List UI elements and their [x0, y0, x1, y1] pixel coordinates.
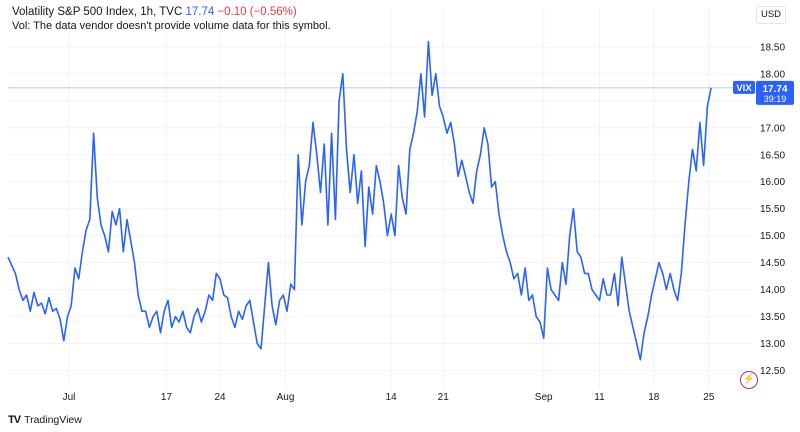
chart-title-line: Volatility S&P 500 Index, 1h, TVC 17.74 …: [12, 6, 297, 18]
x-tick-label: Sep: [535, 392, 553, 403]
y-tick-label: 12.50: [760, 366, 785, 377]
y-tick-label: 14.50: [760, 258, 785, 269]
y-tick-label: 15.00: [760, 231, 785, 242]
y-tick-label: 18.00: [760, 69, 785, 80]
symbol-name[interactable]: Volatility S&P 500 Index, 1h, TVC: [12, 6, 183, 18]
y-tick-label: 13.50: [760, 312, 785, 323]
y-tick-label: 18.50: [760, 42, 785, 53]
x-tick-label: 21: [438, 392, 450, 403]
x-tick-label: 11: [594, 392, 605, 403]
ticker-tag: [733, 80, 755, 94]
lightning-icon[interactable]: ⚡: [740, 371, 758, 389]
x-tick-label: 18: [648, 392, 660, 403]
x-tick-label: 25: [703, 392, 715, 403]
currency-button[interactable]: USD: [756, 6, 786, 24]
tradingview-logo-icon: TV: [8, 414, 21, 426]
brand-name: TradingView: [24, 414, 82, 426]
y-tick-label: 17.00: [760, 123, 785, 134]
tradingview-logo[interactable]: TV TradingView: [8, 414, 82, 426]
y-tick-label: 16.00: [760, 177, 785, 188]
y-tick-label: 13.00: [760, 339, 785, 350]
x-tick-label: 24: [214, 392, 226, 403]
y-tick-label: 15.50: [760, 204, 785, 215]
x-tick-label: 17: [161, 392, 173, 403]
x-tick-label: 14: [386, 392, 398, 403]
y-tick-label: 14.00: [760, 285, 785, 296]
x-axis: Jul 17 24 Aug 14 21 Sep 11 18 25: [63, 392, 715, 403]
y-tick-label: 16.50: [760, 150, 785, 161]
ticker-label: VIX: [736, 83, 752, 94]
price-tag-countdown: 39:19: [764, 94, 787, 104]
x-tick-label: Aug: [277, 392, 295, 403]
price-tag: [756, 80, 794, 105]
price-tag-value: 17.74: [762, 84, 787, 95]
volume-note: Vol: The data vendor doesn't provide vol…: [12, 20, 331, 32]
grid-layer: [8, 8, 752, 389]
last-value: 17.74: [185, 6, 215, 18]
vix-series-line: [7, 40, 712, 361]
change-value: −0.10 (−0.56%): [217, 6, 297, 18]
x-tick-label: Jul: [63, 392, 76, 403]
series-line-layer: [7, 40, 712, 361]
